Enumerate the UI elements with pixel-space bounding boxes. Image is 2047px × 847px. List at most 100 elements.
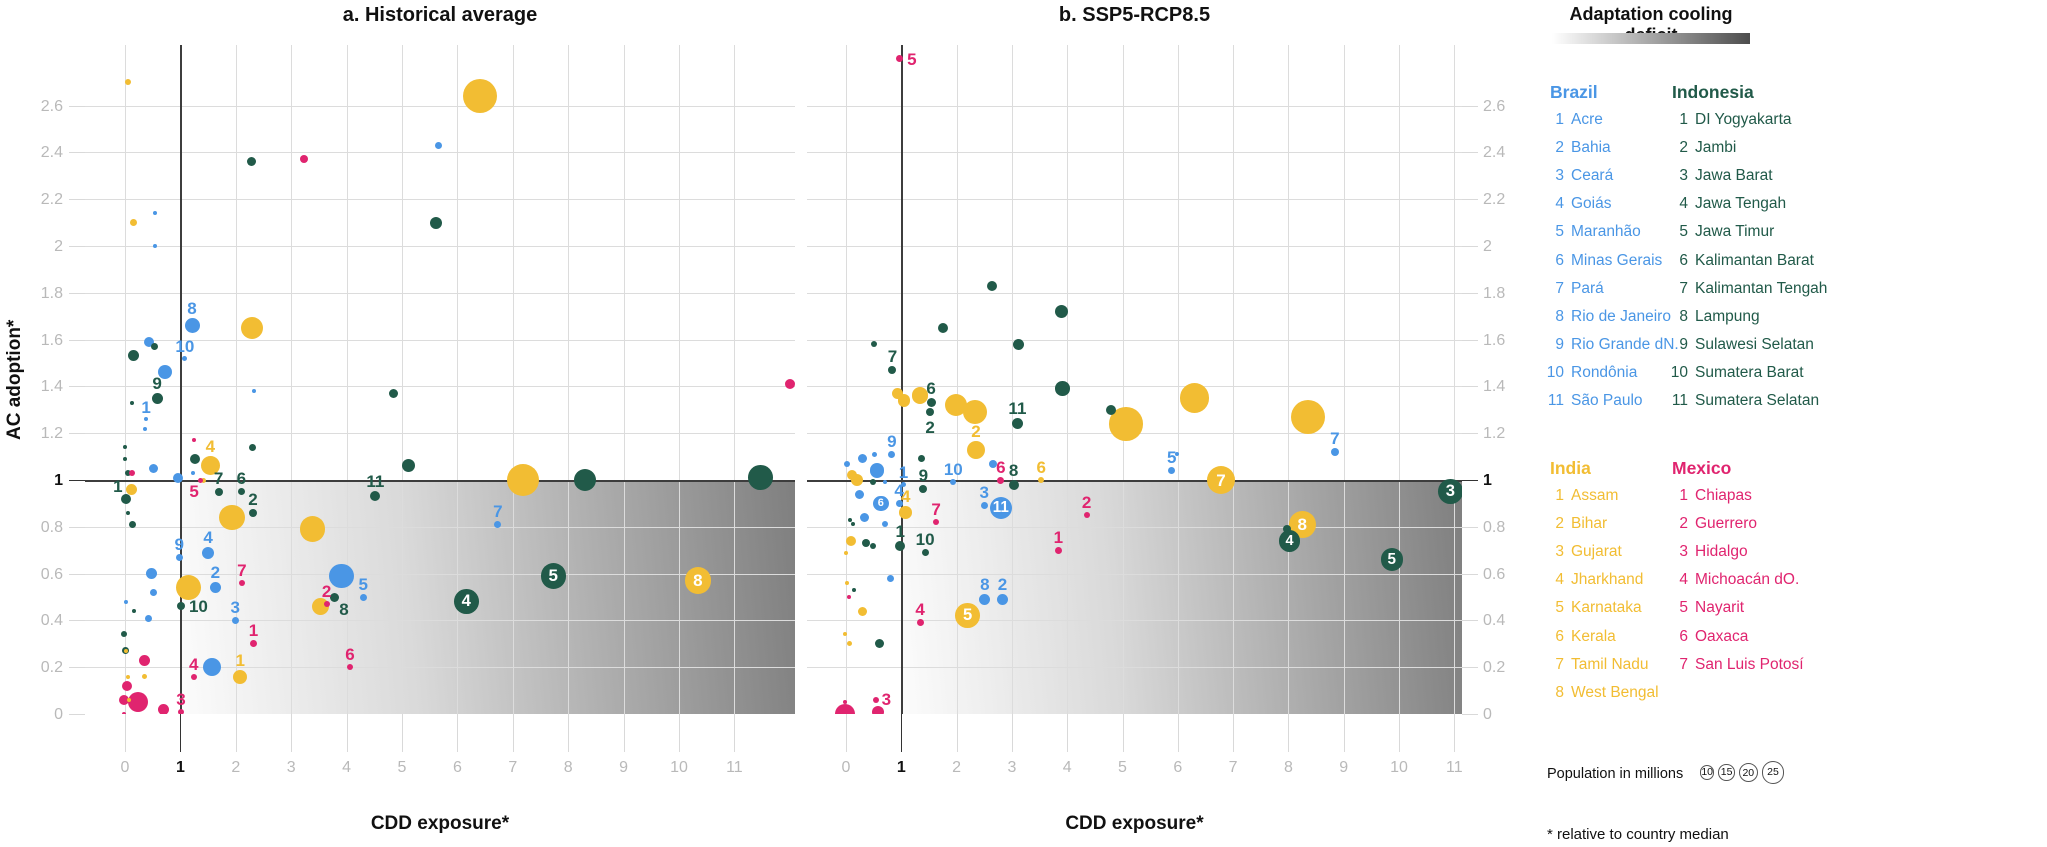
bubble-label: 1 [1053,527,1064,547]
legend-item: 2 Bahia [1540,140,1610,156]
x-axis-label-b: CDD exposure* [1065,813,1204,834]
legend-item-name: São Paulo [1571,392,1643,409]
data-point-indonesia [132,609,137,614]
bubble-label: 1 [113,476,123,496]
legend-gradient-bar [1552,33,1750,44]
data-point-indonesia [888,366,897,375]
bubble-label: 3 [230,597,240,617]
legend-item: 6 Kerala [1540,627,1615,645]
data-point-brazil [231,616,239,624]
legend-item-number: 6 [1679,251,1688,269]
x-tick-label: 1 [896,759,906,776]
legend-item-number: 6 [1555,251,1564,269]
data-point-brazil [895,499,903,507]
bubble-label: 5 [189,482,199,501]
legend-item: 11 São Paulo [1540,393,1643,409]
data-point-brazil [148,463,158,473]
x-tick [1122,714,1124,752]
bubble-label: 10 [943,460,963,480]
legend-item: 1 DI Yogyakarta [1664,112,1791,128]
legend-item: 8 Rio de Janeiro [1540,307,1671,325]
grid-line-y [85,105,795,107]
data-point-mexico [933,519,940,526]
legend-item: 8 West Bengal [1540,684,1658,701]
legend-item-name: Assam [1571,487,1619,504]
x-tick [402,714,403,752]
data-point-indonesia [389,388,399,398]
data-point-brazil [329,563,354,589]
ref-line-y1 [807,480,1462,482]
bubble-label: 1 [235,650,245,670]
bubble-label: 9 [174,534,185,554]
legend-item-name: Jharkhand [1571,571,1644,589]
x-tick [568,714,570,752]
data-point-india [126,483,138,495]
legend-item-number: 5 [1555,223,1564,241]
data-point-indonesia [237,488,245,496]
legend-item-number: 7 [1555,655,1564,673]
bubble-label: 1 [141,398,151,418]
data-point-mexico [119,694,130,705]
y-tick [1462,292,1478,294]
x-tick [1399,714,1400,752]
legend-item-name: Rio de Janeiro [1571,307,1671,325]
legend-item: 4 Jharkhand [1540,572,1643,588]
grid-line-y [807,246,1462,247]
data-point-indonesia [918,455,926,463]
legend-item-number: 6 [1555,627,1564,645]
x-tick-label: 11 [1445,759,1463,776]
bubble-label: 9 [152,373,162,393]
data-point-brazil [950,479,957,486]
data-point-indonesia [895,540,906,551]
y-tick-label: 2 [1483,238,1492,255]
y-tick-label: 1.4 [1483,378,1506,396]
data-point-india [899,506,913,520]
grid-line-y [807,526,1462,528]
legend-item-number: 10 [1546,363,1564,381]
legend-item-name: Hidalgo [1695,543,1748,561]
x-tick-label: 4 [342,759,352,776]
legend-item: 10 Sumatera Barat [1664,365,1804,381]
plot-area-b: 7 8 3 5 11 5 4 6 2 4 3 8 2 11 8 1 6 7 7 2 9 9 5 4 3 10 5 6 1 4 10 6 7 2 1 [807,45,1462,714]
data-point-indonesia [848,517,853,522]
legend-item-number: 1 [1555,111,1564,128]
data-point-brazil [175,553,183,561]
legend-item: 3 Jawa Barat [1664,167,1773,185]
legend-item: 5 Nayarit [1664,600,1744,616]
country-header-india: India [1550,458,1591,478]
grid-line-x [457,45,459,714]
y-tick-label: 2.2 [1483,191,1506,209]
data-point-mexico [1054,546,1062,554]
x-tick [1288,714,1290,752]
bubble-label: 8 [1008,460,1019,480]
legend-item-number: 10 [1670,363,1688,381]
data-point-brazil [145,568,157,580]
data-point-brazil [980,502,988,510]
data-point-indonesia [176,602,185,611]
legend-item-name: Kalimantan Tengah [1695,279,1828,297]
data-point-indonesia [869,542,876,549]
legend-item-name: Jawa Barat [1695,167,1773,185]
legend-item: 6 Oaxaca [1664,628,1748,645]
y-tick-label: 1 [1483,472,1492,489]
bubble-label: 4 [900,487,911,507]
bubble-label: 10 [915,530,935,550]
bubble-label: 1 [898,463,909,483]
legend-item-number: 2 [1679,139,1688,157]
x-tick [623,714,625,752]
data-point-mexico [238,579,245,586]
cooling-deficit-region [180,480,795,714]
data-point-indonesia [126,510,131,515]
grid-line-y [85,433,795,435]
data-point-brazil [859,512,869,522]
data-point-india [200,456,220,476]
bubble-label: 2 [248,489,258,509]
legend-item: 2 Jambi [1664,140,1736,156]
legend-item: 11 Sumatera Selatan [1664,393,1819,409]
grid-line-x [1288,45,1290,714]
data-point-indonesia [123,456,127,461]
grid-line-x [1399,45,1400,714]
bubble-label: 7 [213,468,224,488]
x-tick [734,714,736,752]
